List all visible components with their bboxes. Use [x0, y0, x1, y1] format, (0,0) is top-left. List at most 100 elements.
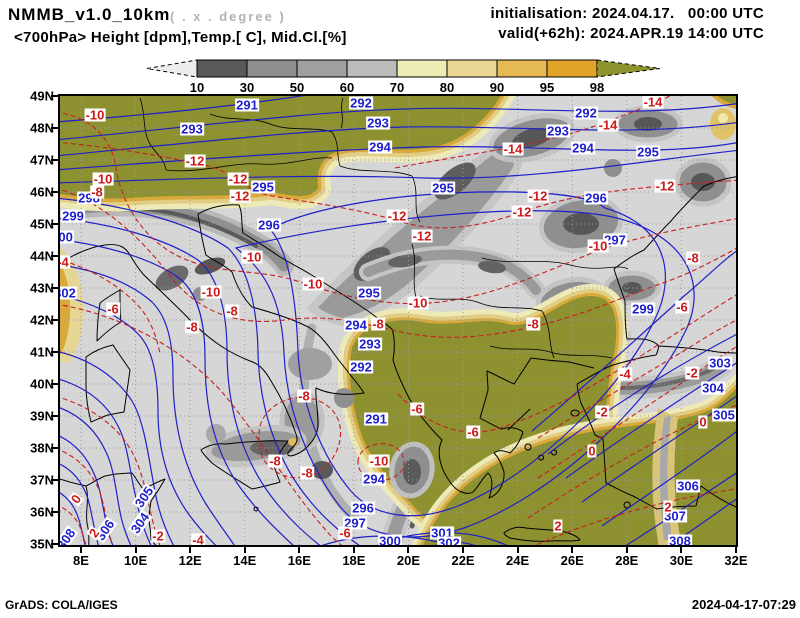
- temp-contour-label: -12: [654, 178, 676, 194]
- height-contour-label: 294: [368, 139, 392, 155]
- height-contour-label: 302: [60, 286, 77, 300]
- colorbar-tick-label: 60: [340, 80, 354, 95]
- lon-tick-label: 8E: [73, 553, 89, 568]
- lat-tick: [51, 479, 58, 481]
- height-contour-label: 305: [131, 483, 157, 511]
- lon-tick: [680, 547, 683, 553]
- temp-contour-label: -6: [675, 299, 689, 315]
- height-contour-label: 296: [584, 190, 608, 206]
- temp-contour-label: -10: [200, 284, 222, 300]
- grads-credit: GrADS: COLA/IGES: [5, 598, 118, 612]
- height-contour-label: 301: [430, 525, 454, 541]
- height-contour-label: 291: [235, 97, 259, 113]
- colorbar-segment: [246, 59, 298, 78]
- lat-tick: [51, 127, 58, 129]
- lat-tick: [51, 511, 58, 513]
- height-contour-label: 293: [180, 121, 204, 137]
- height-contour-label: 296: [351, 500, 375, 516]
- temp-contour-label: -12: [386, 208, 408, 224]
- temp-contour-label: 0: [67, 491, 85, 507]
- temp-contour-label: -2: [595, 404, 609, 420]
- height-contour-label: 299: [631, 301, 655, 317]
- lon-tick: [571, 547, 574, 553]
- height-contour-label: 293: [358, 336, 382, 352]
- lon-tick-label: 20E: [396, 553, 421, 568]
- lon-tick-label: 26E: [560, 553, 584, 568]
- lon-tick: [734, 547, 737, 553]
- lon-tick-label: 22E: [451, 553, 475, 568]
- temp-contour-label: -8: [526, 316, 540, 332]
- lon-tick: [243, 547, 246, 553]
- temp-contour-label: -12: [511, 204, 533, 220]
- height-contour-label: 295: [251, 179, 275, 195]
- temp-contour-label: -2: [685, 365, 699, 381]
- cloud-cover-colorbar: 10 30 50 60 70 80 90 95 98: [146, 59, 661, 95]
- lat-tick-label: 36N: [30, 504, 54, 520]
- lon-tick-label: 32E: [724, 553, 748, 568]
- colorbar-segment: [296, 59, 348, 78]
- lat-tick-label: 48N: [30, 120, 54, 136]
- temp-contour-label: -10: [368, 453, 390, 469]
- colorbar-tick-label: 50: [290, 80, 304, 95]
- map-area: 291 291 292 292 292 293 293 293 293 294 294 294 294 2…: [60, 96, 736, 545]
- map-canvas: [60, 96, 736, 545]
- temp-contour-label: -12: [411, 228, 433, 244]
- height-contour-label: 297: [343, 515, 367, 531]
- height-contour-label: 296: [257, 217, 281, 233]
- country-borders: [139, 97, 629, 359]
- colorbar-tick-label: 30: [240, 80, 254, 95]
- temp-contour-label: -10: [407, 295, 429, 311]
- colorbar-tick-label: 10: [190, 80, 204, 95]
- lon-tick: [625, 547, 628, 553]
- colorbar-segment: [446, 59, 498, 78]
- height-contour-label: 306: [676, 478, 700, 494]
- height-contour-label: 292: [349, 359, 373, 375]
- lon-tick-label: 10E: [124, 553, 148, 568]
- temp-contour-label: -8: [90, 184, 104, 200]
- colorbar-segment: [346, 59, 398, 78]
- temp-contour-label: -8: [686, 250, 700, 266]
- temp-contour-label: -6: [410, 401, 424, 417]
- lat-tick: [51, 319, 58, 321]
- lon-tick: [462, 547, 465, 553]
- height-contour-label: 308: [60, 525, 78, 545]
- colorbar-over-arrow: [596, 59, 661, 78]
- lat-tick-label: 44N: [30, 248, 54, 264]
- height-contour-label: 308: [668, 534, 692, 545]
- temp-contour-label: 0: [587, 443, 597, 459]
- temp-contour-label: -8: [371, 316, 385, 332]
- lat-tick: [51, 191, 58, 193]
- lon-tick: [134, 547, 137, 553]
- temp-contour-label: -4: [191, 532, 205, 545]
- lon-tick-label: 14E: [233, 553, 257, 568]
- temp-contour-label: -10: [92, 171, 114, 187]
- height-contour-label: 294: [362, 471, 386, 487]
- lat-tick-label: 47N: [30, 152, 54, 168]
- grid-resolution-note: ( . x . degree ): [170, 9, 286, 24]
- temp-contour-label: -8: [297, 388, 311, 404]
- lon-tick-label: 28E: [615, 553, 639, 568]
- height-contour-label: 295: [636, 144, 660, 160]
- valid-time: valid(+62h): 2024.APR.19 14:00 UTC: [498, 25, 764, 42]
- temp-contour-label: 0: [698, 414, 708, 430]
- lat-tick-label: 43N: [30, 280, 54, 296]
- height-contour-label: 291: [364, 411, 388, 427]
- temp-contour-label: -6: [338, 525, 352, 541]
- temp-contour-label: -12: [184, 153, 206, 169]
- lat-tick-label: 39N: [30, 408, 54, 424]
- height-contour-label: 292: [349, 96, 373, 111]
- temp-contour-label: -4: [618, 366, 632, 382]
- lat-tick: [51, 383, 58, 385]
- lat-tick-label: 41N: [30, 344, 54, 360]
- lon-tick: [189, 547, 192, 553]
- lat-tick: [51, 543, 58, 545]
- colorbar-segment: [546, 59, 598, 78]
- temp-contour-label: -8: [268, 453, 282, 469]
- lat-tick: [51, 351, 58, 353]
- height-contour-label: 293: [366, 115, 390, 131]
- lat-tick-label: 38N: [30, 440, 54, 456]
- lat-tick-label: 40N: [30, 376, 54, 392]
- temp-contour-label: -14: [642, 96, 664, 110]
- temp-contour-label: -10: [84, 107, 106, 123]
